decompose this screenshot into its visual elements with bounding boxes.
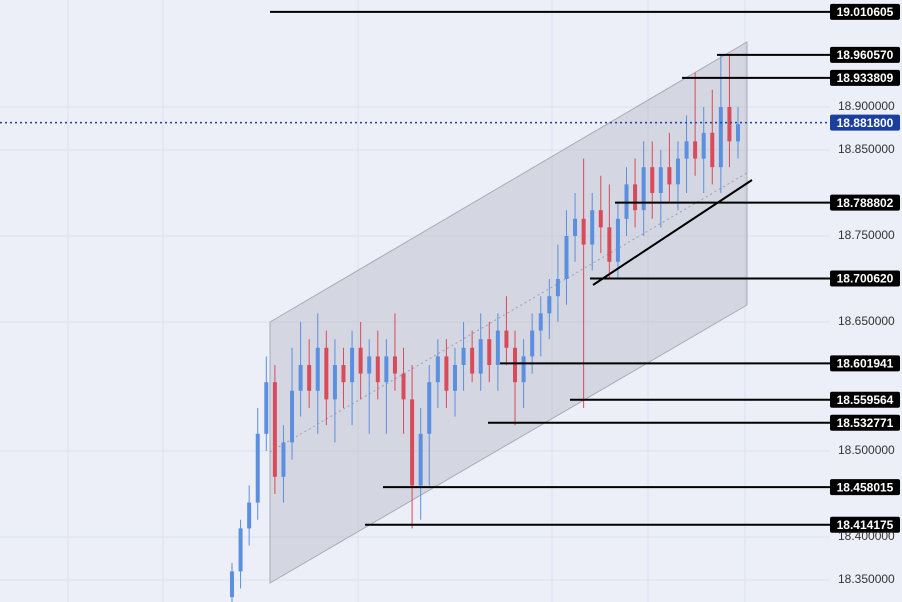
candle-body bbox=[410, 399, 415, 486]
candle-body bbox=[736, 124, 740, 142]
candle-body bbox=[255, 433, 260, 503]
y-tick-label: 18.650000 bbox=[838, 314, 895, 328]
candle-body bbox=[350, 347, 355, 383]
y-tick-label: 18.750000 bbox=[838, 228, 895, 242]
candle-body bbox=[675, 158, 680, 185]
y-tick-label: 18.850000 bbox=[838, 142, 895, 156]
y-tick-label: 18.400000 bbox=[838, 529, 895, 543]
candle-body bbox=[264, 382, 269, 434]
candle-body bbox=[547, 296, 552, 314]
candle-body bbox=[341, 364, 346, 383]
candle-body bbox=[230, 571, 234, 598]
levels: 19.010605 18.960570 18.933809 18.881800 18.7… bbox=[0, 3, 900, 533]
level-label-box bbox=[830, 270, 900, 287]
candle-body bbox=[332, 364, 337, 400]
candle-body bbox=[272, 382, 277, 477]
level-label: 18.700620 bbox=[837, 272, 894, 286]
candle-body bbox=[521, 356, 526, 383]
trend-line bbox=[592, 179, 753, 286]
level-label-box bbox=[830, 3, 900, 20]
level-label: 19.010605 bbox=[837, 5, 894, 19]
candle-body bbox=[530, 330, 535, 357]
level-label-box bbox=[830, 355, 900, 372]
channel-midline bbox=[269, 172, 748, 453]
candle-body bbox=[598, 210, 603, 228]
candle-body bbox=[427, 382, 432, 434]
candle-body bbox=[298, 364, 303, 391]
candle-body bbox=[650, 167, 655, 193]
candle-body bbox=[590, 210, 595, 245]
level-label-box bbox=[830, 114, 900, 131]
candle-body bbox=[633, 184, 638, 211]
level-label: 18.933809 bbox=[837, 71, 894, 85]
level-label: 18.559564 bbox=[837, 393, 894, 407]
level-label-box bbox=[830, 46, 900, 63]
level-label: 18.458015 bbox=[837, 480, 894, 494]
candle-body bbox=[358, 347, 363, 374]
candle-body bbox=[487, 339, 492, 365]
level-label-box bbox=[830, 69, 900, 86]
candle-body bbox=[538, 313, 543, 331]
candle-body bbox=[470, 347, 475, 374]
level-label: 18.881800 bbox=[837, 116, 894, 130]
candle-body bbox=[315, 347, 320, 391]
candle-body bbox=[452, 364, 457, 391]
candle-body bbox=[658, 167, 663, 193]
level-label-box bbox=[830, 414, 900, 431]
level-label-box bbox=[830, 194, 900, 211]
candle-body bbox=[495, 330, 500, 365]
candle-body bbox=[641, 167, 646, 211]
candle-body bbox=[478, 339, 483, 374]
candle-body bbox=[555, 278, 560, 297]
candle-body bbox=[693, 141, 698, 159]
vertical-grid bbox=[67, 0, 746, 602]
candle-body bbox=[624, 184, 629, 219]
candle-body bbox=[324, 347, 329, 400]
candle-body bbox=[564, 235, 569, 279]
candle-body bbox=[290, 390, 295, 443]
level-label: 18.960570 bbox=[837, 48, 894, 62]
level-label: 18.601941 bbox=[837, 356, 894, 370]
level-label: 18.788802 bbox=[837, 196, 894, 210]
candle-body bbox=[684, 141, 689, 159]
candle-body bbox=[573, 218, 578, 236]
level-label-box bbox=[830, 391, 900, 408]
candle-body bbox=[727, 106, 732, 142]
candle-body bbox=[418, 433, 423, 486]
candle-body bbox=[710, 132, 715, 168]
candle-body bbox=[607, 227, 612, 262]
candle-body bbox=[513, 347, 518, 383]
candle-body bbox=[238, 528, 243, 572]
candle-body bbox=[375, 356, 380, 383]
candle-body bbox=[701, 132, 706, 159]
candle-body bbox=[281, 442, 286, 477]
level-label: 18.414175 bbox=[837, 518, 894, 532]
y-tick-label: 18.500000 bbox=[838, 443, 895, 457]
candle-body bbox=[392, 356, 397, 374]
candle-body bbox=[307, 364, 312, 391]
level-label-box bbox=[830, 479, 900, 496]
candle-body bbox=[247, 502, 252, 529]
candle-body bbox=[384, 356, 389, 383]
candle-body bbox=[444, 356, 449, 391]
y-grid bbox=[0, 106, 830, 581]
candle-body bbox=[401, 373, 406, 400]
candle-body bbox=[461, 347, 466, 365]
candle-body bbox=[667, 167, 672, 185]
candle-body bbox=[718, 106, 723, 168]
level-label-box bbox=[830, 516, 900, 533]
candle-body bbox=[435, 356, 440, 383]
y-tick-label: 18.900000 bbox=[838, 99, 895, 113]
candle-body bbox=[615, 218, 620, 262]
candle-body bbox=[504, 330, 509, 348]
candle-body bbox=[581, 218, 586, 245]
y-tick-label: 18.350000 bbox=[838, 572, 895, 586]
level-label: 18.532771 bbox=[837, 416, 894, 430]
candle-body bbox=[367, 356, 372, 374]
